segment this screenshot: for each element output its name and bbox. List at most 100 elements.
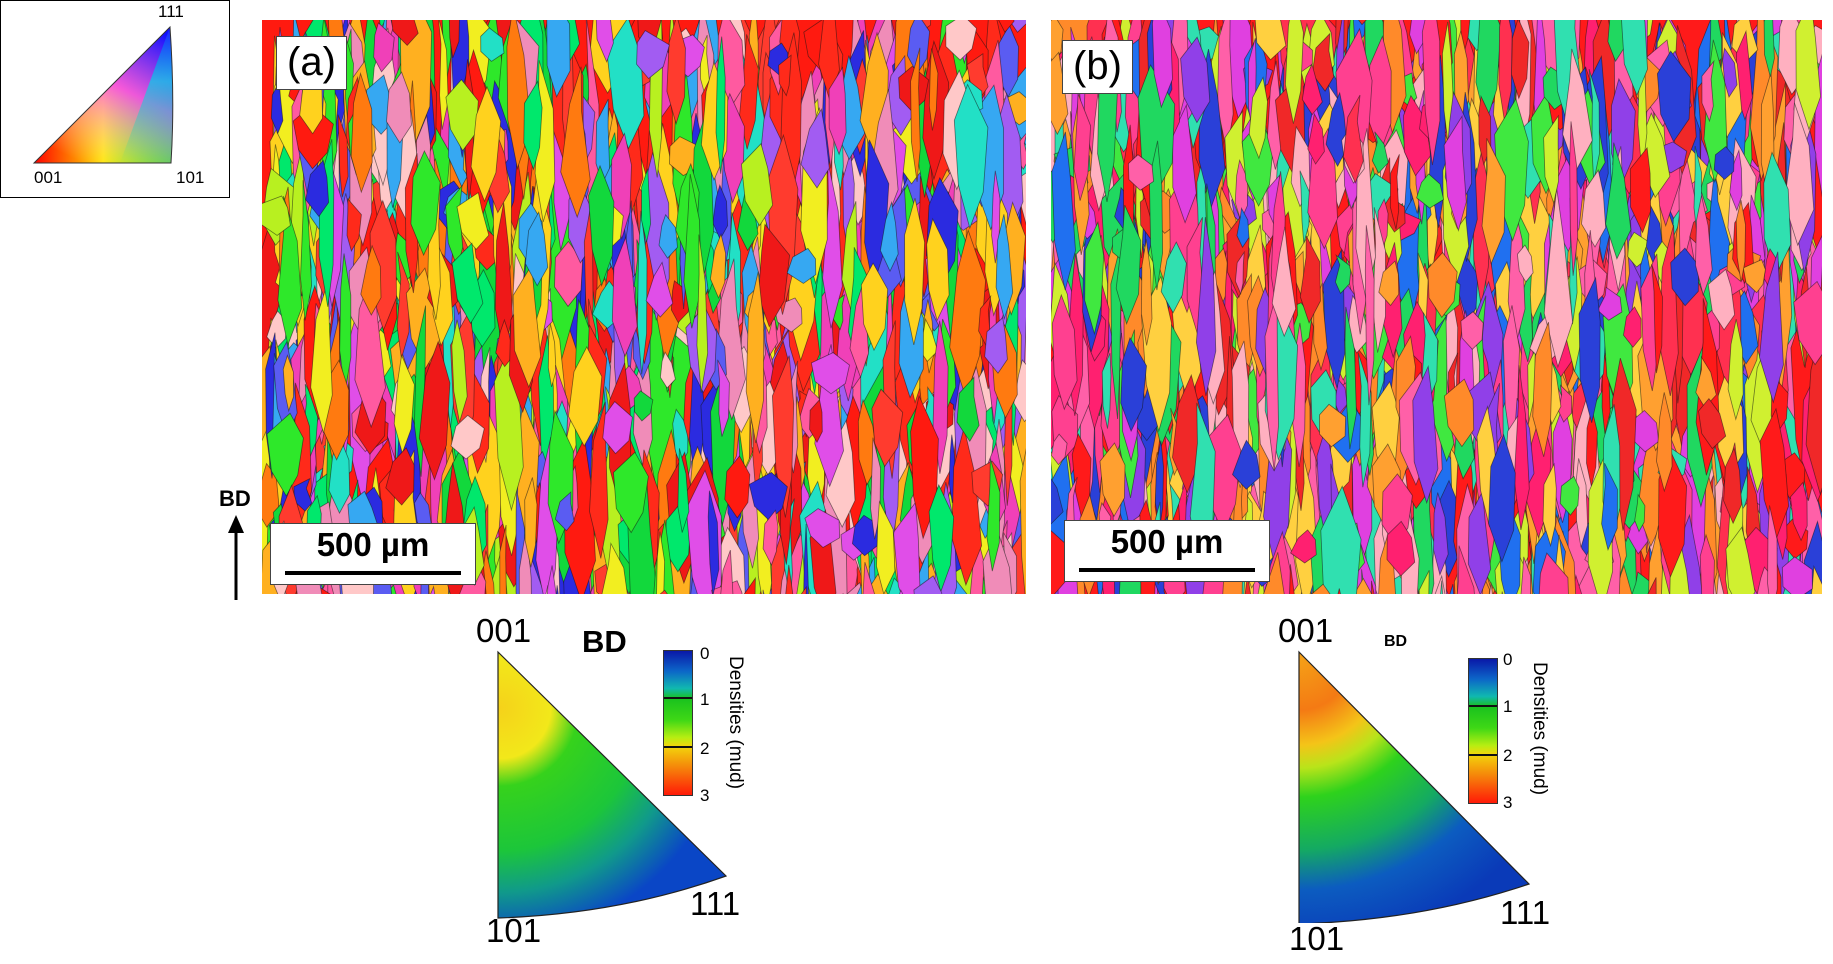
ebsd-grain — [1543, 114, 1559, 205]
ebsd-grain — [1647, 577, 1657, 594]
ebsd-grain — [778, 54, 792, 97]
ebsd-grain — [1634, 493, 1646, 533]
ebsd-grain — [1440, 580, 1443, 594]
ebsd-grain — [560, 66, 591, 219]
ebsd-grain — [1180, 36, 1211, 124]
ebsd-grain — [1051, 293, 1078, 411]
ebsd-grain — [720, 549, 734, 594]
ebsd-grain — [800, 108, 830, 189]
ebsd-grain — [822, 160, 843, 329]
ebsd-grain — [555, 585, 559, 594]
ebsd-grain — [1467, 489, 1492, 594]
ebsd-grain — [1299, 235, 1321, 324]
ebsd-grain — [1623, 306, 1642, 348]
ebsd-grain — [1290, 529, 1317, 564]
ebsd-grain — [683, 174, 702, 329]
panel-label-b: (b) — [1062, 40, 1133, 94]
ebsd-grain — [1232, 439, 1261, 490]
ebsd-grain — [1342, 94, 1364, 184]
pf-a-tick-1: 1 — [700, 690, 710, 709]
ebsd-grain — [743, 576, 756, 594]
ebsd-grain — [641, 168, 652, 243]
ebsd-grain — [786, 247, 817, 284]
ebsd-grain — [879, 200, 899, 273]
ebsd-grain — [717, 359, 730, 437]
ebsd-grain — [1783, 102, 1815, 247]
ebsd-grain — [1433, 492, 1449, 576]
ebsd-grain — [1416, 173, 1445, 209]
ebsd-grain — [1513, 365, 1530, 531]
ebsd-grain — [1707, 268, 1736, 331]
ebsd-grain — [1008, 20, 1026, 33]
ebsd-map-a-grains — [262, 20, 1026, 594]
ebsd-grain — [633, 390, 654, 422]
ebsd-grain — [1244, 574, 1252, 594]
ebsd-grain — [1489, 582, 1493, 594]
pf-a-tick-2: 2 — [700, 739, 710, 758]
pf-b-colorbar-label: Densities (mud) — [1529, 662, 1550, 796]
scale-bar-a: 500 µm — [270, 523, 476, 585]
pf-b-tick-3: 3 — [1503, 793, 1513, 812]
ebsd-grain — [785, 564, 794, 594]
ebsd-grain — [1320, 485, 1362, 594]
ebsd-grain — [1115, 204, 1142, 326]
ebsd-grain — [659, 351, 676, 389]
ebsd-grain — [282, 354, 294, 413]
ebsd-grain — [1723, 446, 1743, 525]
ebsd-grain — [1127, 154, 1155, 191]
ebsd-grain — [910, 47, 921, 182]
ebsd-grain — [1781, 556, 1813, 594]
ebsd-grain — [1358, 20, 1367, 26]
ebsd-grain — [499, 524, 507, 594]
pf-b-label-111: 111 — [1500, 894, 1551, 931]
ebsd-grain — [715, 36, 726, 174]
ebsd-grain — [828, 66, 847, 156]
ebsd-grain — [523, 80, 543, 171]
ebsd-grain — [677, 448, 690, 533]
ebsd-grain — [745, 271, 765, 443]
ebsd-grain — [438, 20, 449, 130]
ebsd-grain — [1481, 138, 1506, 265]
ebsd-grain — [1160, 241, 1187, 314]
ebsd-grain — [1386, 520, 1416, 577]
pf-b-tick-2: 2 — [1503, 746, 1513, 765]
ebsd-grain — [842, 593, 844, 594]
ebsd-grain — [645, 261, 674, 318]
ebsd-grain — [1795, 20, 1822, 131]
ebsd-grain — [810, 352, 850, 395]
ebsd-grain — [666, 20, 686, 126]
ebsd-grain — [601, 542, 628, 594]
ebsd-grain — [1578, 276, 1601, 423]
ebsd-grain — [998, 20, 1015, 34]
ebsd-grain — [1325, 91, 1348, 168]
ebsd-grain — [277, 196, 303, 347]
ebsd-grain — [270, 80, 284, 135]
ebsd-grain — [1073, 93, 1092, 201]
ebsd-grain — [451, 242, 484, 325]
ebsd-grain — [1558, 384, 1573, 423]
ebsd-grain — [870, 437, 881, 540]
ebsd-grain — [1344, 306, 1357, 450]
ebsd-grain — [740, 142, 774, 227]
scale-bar-b: 500 µm — [1064, 520, 1270, 582]
ebsd-grain — [1311, 32, 1335, 92]
ebsd-grain — [310, 281, 333, 434]
ipf-key-label-101: 101 — [176, 168, 205, 187]
pf-b-colorbar-mark-1 — [1469, 705, 1497, 707]
pf-a-colorbar-mark-2 — [664, 746, 692, 748]
ebsd-grain — [1597, 286, 1623, 321]
ebsd-grain — [385, 447, 415, 506]
ebsd-grain — [337, 114, 349, 198]
ebsd-grain — [418, 340, 451, 481]
ebsd-grain — [1656, 392, 1673, 493]
ebsd-grain — [953, 83, 989, 230]
ebsd-grain — [1101, 352, 1112, 429]
ebsd-map-b — [1051, 20, 1822, 594]
ebsd-grain — [1443, 378, 1475, 448]
ebsd-grain — [1371, 131, 1389, 174]
ebsd-grain — [262, 195, 291, 236]
ebsd-grain — [1727, 319, 1744, 421]
ebsd-grain — [945, 20, 977, 61]
ebsd-grain — [1460, 311, 1484, 350]
pf-a-tick-3: 3 — [700, 786, 710, 805]
